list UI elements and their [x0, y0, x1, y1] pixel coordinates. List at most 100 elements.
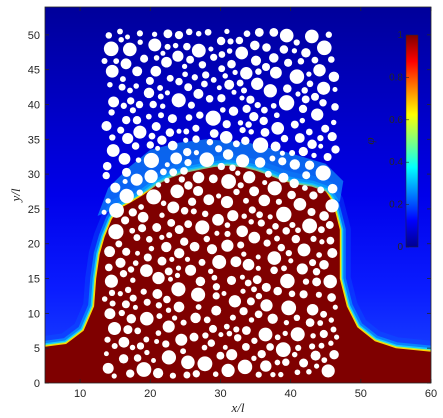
grain-particle [190, 312, 201, 324]
grain-particle [205, 95, 214, 103]
grain-particle [104, 274, 118, 288]
grain-particle [255, 292, 263, 300]
grain-particle [181, 355, 195, 370]
grain-particle [181, 63, 188, 70]
grain-particle [198, 258, 206, 266]
grain-particle [311, 108, 324, 121]
grain-particle [203, 235, 210, 243]
grain-particle [221, 363, 235, 378]
grain-particle [152, 223, 162, 232]
y-tick-label: 50 [28, 30, 40, 42]
y-tick-label: 0 [34, 378, 40, 390]
grain-particle [217, 162, 225, 171]
grain-particle [285, 249, 292, 257]
grain-particles [101, 27, 340, 379]
grain-particle [278, 95, 295, 111]
grain-particle [117, 290, 123, 297]
grain-particle [319, 329, 328, 339]
grain-particle [330, 119, 337, 126]
grain-particle [271, 121, 285, 135]
grain-particle [184, 220, 193, 229]
grain-particle [267, 313, 278, 324]
grain-particle [152, 289, 163, 299]
grain-particle [267, 214, 273, 220]
grain-particle [302, 171, 311, 180]
grain-particle [208, 46, 214, 52]
grain-particle [288, 258, 294, 264]
y-tick-label: 25 [28, 204, 40, 216]
grain-particle [283, 84, 292, 93]
grain-particle [119, 188, 134, 204]
x-tick-label: 40 [285, 388, 297, 400]
grain-particle [138, 204, 144, 210]
grain-particle [164, 162, 170, 168]
grain-particle [209, 324, 217, 333]
grain-particle [325, 221, 334, 229]
grain-particle [233, 188, 240, 196]
y-tick-label: 20 [28, 239, 40, 251]
grain-particle [249, 186, 260, 197]
grain-particle [275, 342, 291, 357]
grain-particle [152, 271, 165, 285]
x-axis-label: x/l [231, 400, 245, 415]
grain-particle [302, 278, 310, 285]
grain-particle [115, 257, 126, 268]
grain-particle [126, 314, 137, 324]
grain-particle [123, 325, 133, 335]
grain-particle [216, 193, 222, 199]
x-tick-label: 20 [144, 388, 156, 400]
grain-particle [226, 48, 233, 54]
grain-particle [242, 343, 250, 351]
grain-particle [241, 213, 247, 219]
grain-particle [151, 31, 158, 37]
grain-particle [304, 160, 315, 170]
grain-particle [231, 89, 237, 95]
grain-particle [201, 344, 208, 351]
grain-particle [318, 226, 325, 234]
grain-particle [140, 264, 153, 277]
grain-particle [185, 264, 197, 276]
grain-particle [307, 207, 316, 217]
grain-particle [162, 320, 175, 333]
grain-particle [193, 185, 204, 197]
grain-particle [170, 184, 184, 199]
grain-particle [178, 176, 185, 183]
grain-particle [208, 268, 214, 274]
grain-particle [306, 369, 312, 375]
grain-particle [212, 213, 224, 226]
grain-particle [242, 104, 251, 113]
grain-particle [306, 303, 319, 316]
y-tick-label: 5 [34, 343, 40, 355]
grain-particle [269, 28, 279, 37]
grain-particle [201, 210, 209, 218]
grain-particle [187, 197, 197, 206]
grain-particle [328, 71, 340, 83]
grain-particle [117, 126, 125, 134]
grain-particle [320, 310, 328, 318]
grain-particle [221, 291, 227, 296]
grain-particle [255, 371, 262, 378]
grain-particle [222, 344, 228, 350]
grain-particle [289, 149, 296, 157]
grain-particle [136, 342, 145, 350]
grain-particle [151, 358, 156, 363]
grain-particle [174, 272, 181, 279]
grain-particle [184, 83, 193, 92]
grain-particle [319, 211, 329, 221]
grain-particle [104, 308, 116, 320]
grain-particle [219, 131, 233, 144]
grain-particle [211, 274, 218, 281]
grain-particle [327, 183, 338, 194]
grain-particle [120, 102, 127, 109]
grain-particle [160, 168, 167, 176]
grain-particle [245, 121, 252, 128]
grain-particle [242, 258, 255, 271]
grain-particle [197, 356, 213, 372]
grain-particle [295, 91, 301, 97]
grain-particle [101, 57, 108, 65]
grain-particle [102, 362, 114, 374]
grain-particle [301, 87, 308, 94]
grain-particle [132, 304, 138, 310]
grain-particle [153, 55, 160, 61]
grain-particle [118, 309, 125, 317]
